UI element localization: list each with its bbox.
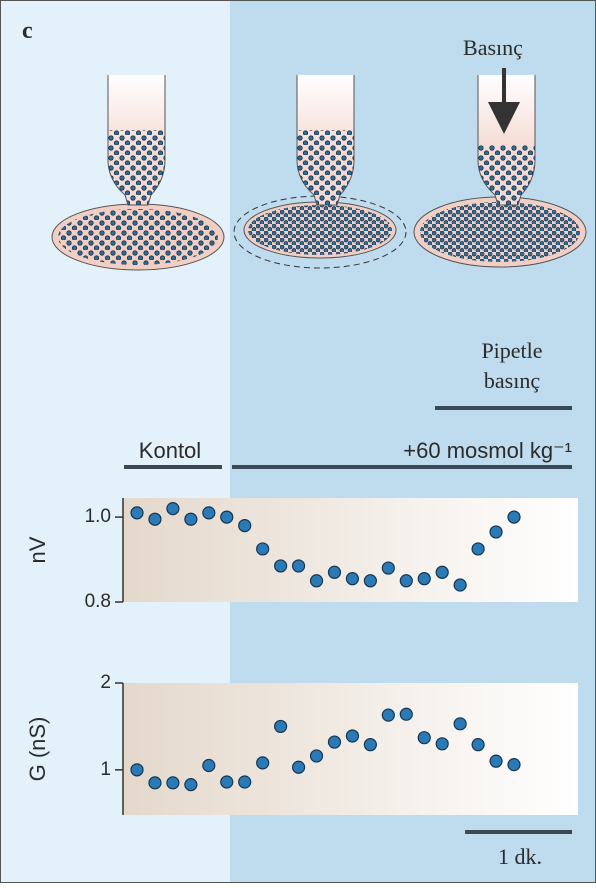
data-point: [453, 717, 467, 731]
data-point: [345, 729, 360, 743]
data-point: [274, 719, 288, 734]
data-point: [130, 506, 144, 520]
y-axis-label: G (nS): [25, 717, 50, 782]
data-point: [453, 578, 467, 592]
data-point: [291, 559, 306, 573]
data-point: [256, 542, 270, 556]
data-point: [507, 758, 521, 772]
data-point: [166, 776, 180, 790]
charts: 0.8 1.0 nV 1 2 G (nS): [25, 498, 578, 815]
data-point: [471, 542, 485, 556]
data-point: [399, 707, 413, 721]
data-point: [184, 778, 198, 792]
pipette-pressure-label: Pipetle: [481, 338, 542, 363]
data-point: [220, 510, 234, 524]
y-axis-label: nV: [25, 536, 50, 563]
pipette-pressure-label: basınç: [484, 368, 540, 393]
data-point: [363, 738, 377, 752]
data-point: [489, 525, 503, 539]
data-point: [489, 754, 503, 768]
data-point: [256, 756, 270, 770]
y-tick-label: 0.8: [85, 591, 111, 612]
data-point: [291, 760, 306, 774]
data-point: [309, 574, 324, 588]
control-label: Kontol: [139, 438, 201, 463]
data-point: [238, 775, 252, 789]
data-point: [435, 737, 449, 751]
data-point: [148, 512, 162, 526]
data-point: [327, 735, 342, 749]
data-point: [309, 749, 324, 763]
data-point: [363, 574, 377, 588]
data-point: [274, 559, 288, 573]
data-point: [327, 565, 342, 579]
data-point: [399, 574, 413, 588]
data-point: [381, 708, 395, 722]
y-tick-label: 2: [100, 672, 111, 693]
data-point: [417, 572, 431, 586]
data-point: [184, 512, 198, 526]
plot-area: [123, 683, 578, 815]
panel-label: c: [22, 18, 33, 44]
scale-label: 1 dk.: [498, 844, 542, 869]
data-point: [435, 565, 449, 579]
y-tick-label: 1: [100, 759, 111, 780]
data-point: [202, 758, 216, 773]
y-tick-label: 1.0: [85, 506, 111, 527]
data-point: [202, 506, 216, 520]
data-point: [148, 776, 162, 790]
data-point: [166, 502, 180, 516]
treatment-label: +60 mosmol kg⁻¹: [403, 438, 572, 463]
pressure-label: Basınç: [463, 35, 523, 60]
data-point: [381, 561, 395, 575]
data-point: [507, 510, 521, 524]
data-point: [471, 738, 485, 752]
data-point: [220, 775, 234, 789]
data-point: [130, 763, 144, 777]
data-point: [238, 518, 252, 533]
data-point: [417, 731, 431, 745]
data-point: [345, 572, 360, 586]
